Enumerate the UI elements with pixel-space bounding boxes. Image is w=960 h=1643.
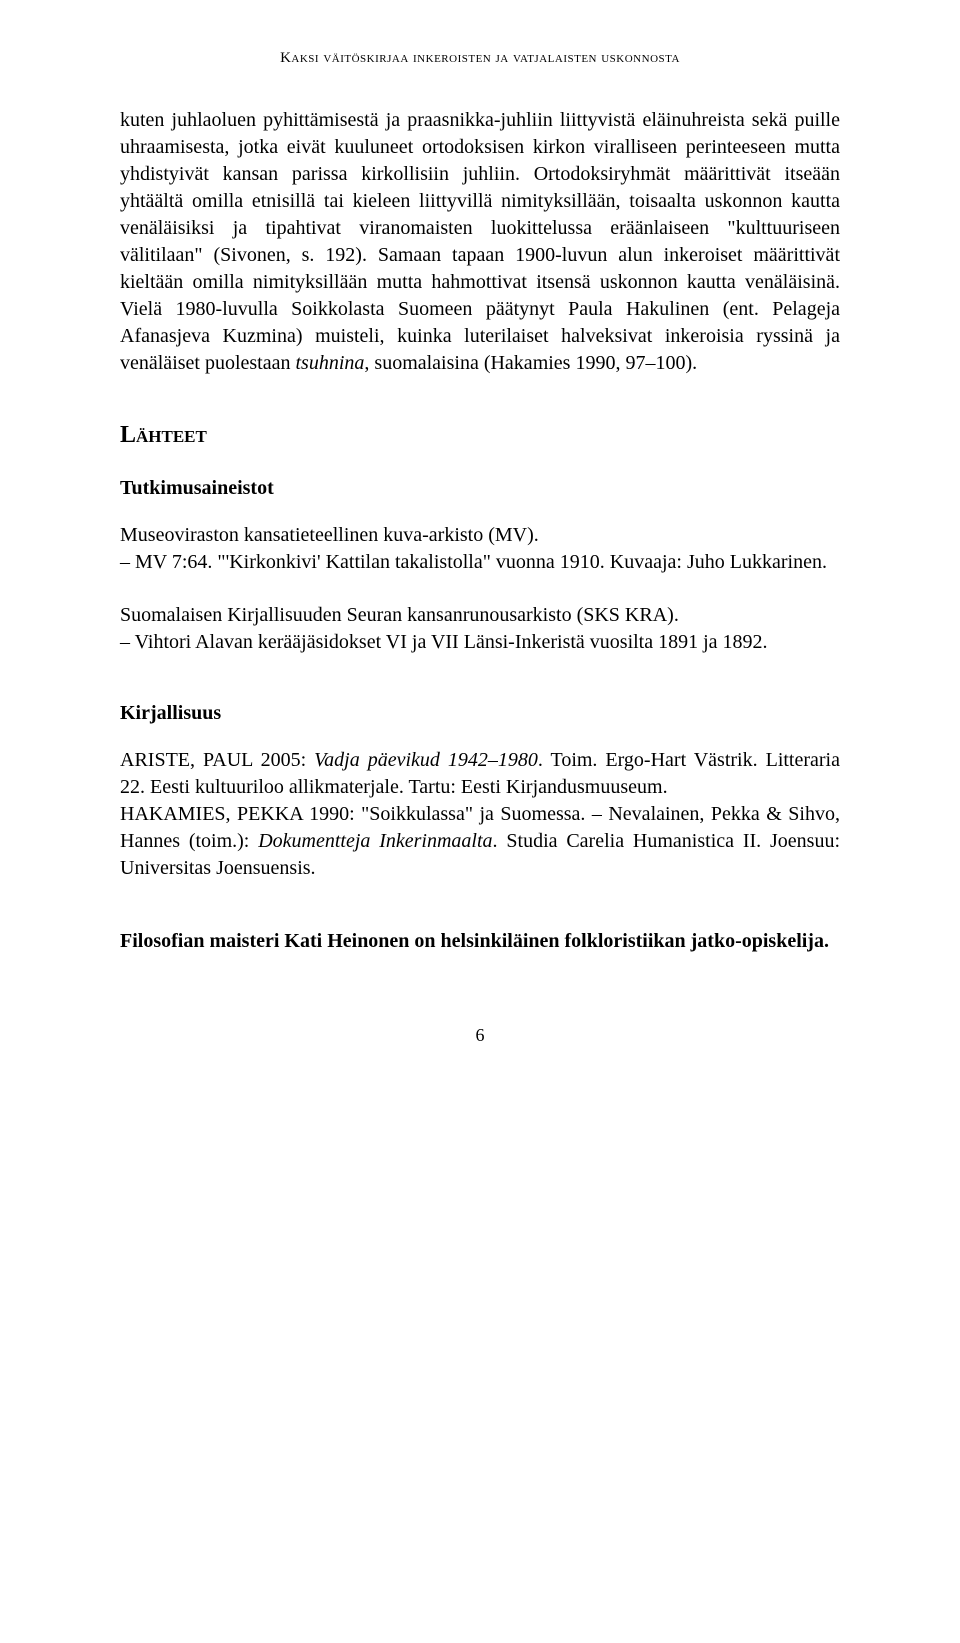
paragraph-1-italic: tsuhnina: [296, 352, 365, 374]
ref-ariste-title: Vadja päevikud 1942–1980: [314, 749, 538, 771]
subsection-kirjallisuus: Kirjallisuus: [120, 702, 840, 725]
ref-sks-line1: Suomalaisen Kirjallisuuden Seuran kansan…: [120, 604, 679, 626]
ref-hakamies-title: Dokumentteja Inkerinmaalta: [258, 830, 492, 852]
ref-museo-line2: – MV 7:64. "'Kirkonkivi' Kattilan takali…: [120, 551, 827, 573]
page-number: 6: [120, 1025, 840, 1046]
author-note: Filosofian maisteri Kati Heinonen on hel…: [120, 928, 840, 955]
body-paragraph-1: kuten juhlaoluen pyhittämisestä ja praas…: [120, 107, 840, 377]
reference-bibliography: ARISTE, PAUL 2005: Vadja päevikud 1942–1…: [120, 747, 840, 882]
section-heading-lahteet: Lähteet: [120, 422, 840, 449]
subsection-tutkimusaineistot: Tutkimusaineistot: [120, 477, 840, 500]
paragraph-1-text: kuten juhlaoluen pyhittämisestä ja praas…: [120, 109, 840, 374]
reference-sks: Suomalaisen Kirjallisuuden Seuran kansan…: [120, 602, 840, 656]
running-header: Kaksi väitöskirjaa inkeroisten ja vatjal…: [120, 50, 840, 67]
ref-ariste-author: ARISTE, PAUL 2005:: [120, 749, 314, 771]
paragraph-1-end: , suomalaisina (Hakamies 1990, 97–100).: [364, 352, 697, 374]
reference-museo: Museoviraston kansatieteellinen kuva-ark…: [120, 522, 840, 576]
ref-sks-line2: – Vihtori Alavan kerääjäsidokset VI ja V…: [120, 631, 768, 653]
ref-museo-line1: Museoviraston kansatieteellinen kuva-ark…: [120, 524, 539, 546]
